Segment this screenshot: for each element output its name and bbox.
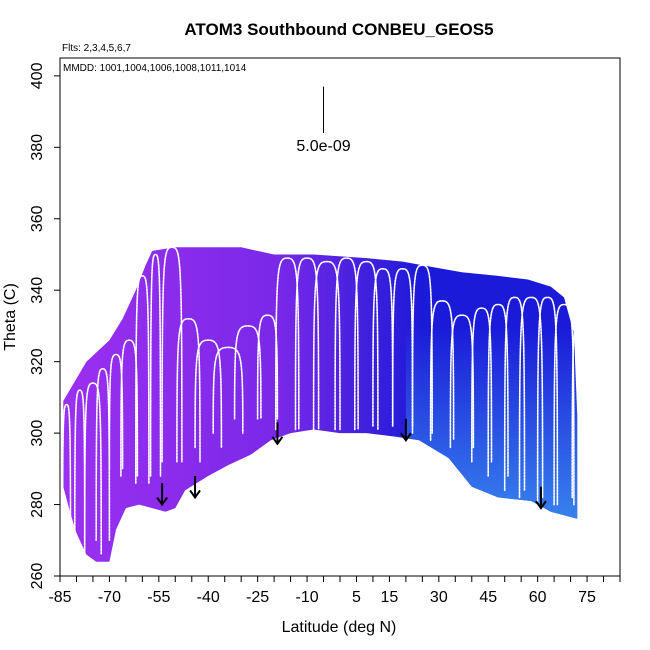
y-tick-label: 280 <box>29 491 46 518</box>
concentration-field <box>63 247 578 562</box>
flight-profile <box>518 296 544 499</box>
flight-profile <box>233 325 262 420</box>
x-tick-label: 75 <box>578 589 596 606</box>
flight-profile <box>391 267 414 427</box>
x-tick-label: 15 <box>381 589 399 606</box>
y-tick-label: 340 <box>29 277 46 304</box>
flight-profile <box>372 267 394 427</box>
concentration-field-lower <box>405 325 578 541</box>
flights-subtitle: Flts: 2,3,4,5,6,7 <box>62 43 131 54</box>
flight-profile <box>429 300 455 441</box>
flight-profile <box>275 257 300 431</box>
y-axis-label: Theta (C) <box>2 283 19 351</box>
x-tick-label: -70 <box>98 589 121 606</box>
chart-title: ATOM3 Southbound CONBEU_GEOS5 <box>184 20 493 39</box>
flight-profile <box>108 353 124 470</box>
y-tick-label: 380 <box>29 134 46 161</box>
tropopause-arrow <box>271 422 284 446</box>
flight-profile <box>256 314 279 420</box>
y-axis: 260 280 300 320 340 360 380 400 <box>29 62 60 589</box>
flight-profile <box>312 260 341 431</box>
x-tick-label: -10 <box>295 589 318 606</box>
flight-profile <box>571 325 583 499</box>
flight-profile <box>487 303 509 477</box>
tropopause-arrow <box>400 418 412 442</box>
flight-profile <box>161 246 183 463</box>
x-tick-label: 60 <box>529 589 547 606</box>
flight-profiles <box>61 246 583 556</box>
x-tick-label: -40 <box>197 589 220 606</box>
flight-profile <box>334 257 359 431</box>
scale-bar-label: 5.0e-09 <box>296 138 350 155</box>
tropopause-arrows <box>156 418 547 510</box>
plot-area: 5.0e-09 MMDD: 1001,1004,1006,1008,1011,1… <box>61 63 583 562</box>
flight-profile <box>503 296 526 492</box>
x-axis: -85 -70 -55 -40 -25 -10 5 15 30 45 60 75 <box>48 576 621 606</box>
tropopause-arrow <box>156 483 168 507</box>
flight-profile <box>120 339 139 477</box>
flight-profile <box>83 382 102 556</box>
y-tick-label: 320 <box>29 348 46 375</box>
x-axis-label: Latitude (deg N) <box>282 619 397 636</box>
flight-profile <box>194 339 223 449</box>
flight-profile <box>354 260 379 431</box>
x-tick-label: -85 <box>48 589 71 606</box>
dates-annotation: MMDD: 1001,1004,1006,1008,1011,1014 <box>63 63 247 74</box>
y-tick-label: 260 <box>29 563 46 590</box>
flight-profile <box>294 257 320 431</box>
tropopause-arrow <box>189 475 201 500</box>
y-tick-label: 360 <box>29 205 46 232</box>
y-tick-label: 400 <box>29 62 46 89</box>
x-tick-label: 45 <box>479 589 497 606</box>
y-tick-label: 300 <box>29 420 46 447</box>
flight-profile <box>536 296 559 506</box>
tropopause-arrow <box>535 486 547 510</box>
x-tick-label: 5 <box>352 589 361 606</box>
x-tick-label: -55 <box>147 589 170 606</box>
flight-profile <box>176 317 201 463</box>
x-tick-label: 30 <box>430 589 448 606</box>
flight-profile <box>135 275 150 484</box>
flight-profile <box>61 403 72 534</box>
flight-profile <box>149 253 162 477</box>
flight-profile <box>212 346 244 434</box>
flight-profile <box>471 307 493 463</box>
x-tick-label: -25 <box>246 589 269 606</box>
